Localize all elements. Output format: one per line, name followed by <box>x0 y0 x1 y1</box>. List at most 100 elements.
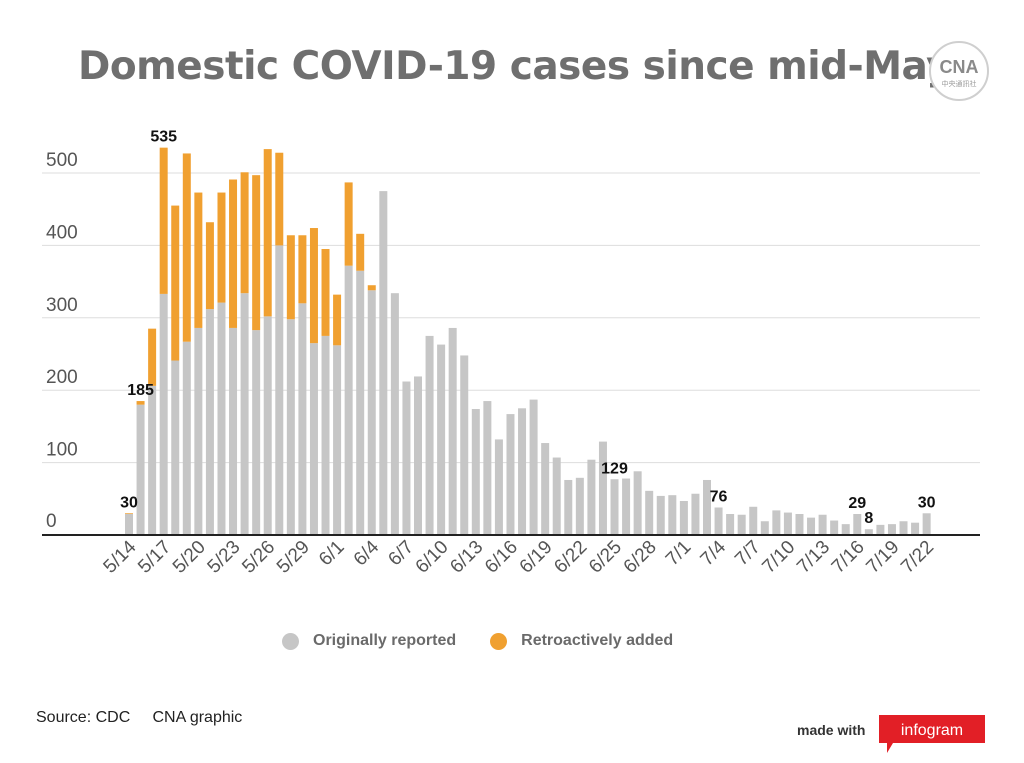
y-axis-labels: 0 100 200 300 400 500 <box>46 150 78 532</box>
bar-original-7/16 <box>853 514 862 535</box>
y-tick-label: 100 <box>46 440 78 461</box>
data-label: 76 <box>710 488 728 505</box>
bar-retro-5/20 <box>194 192 203 328</box>
bar-original-6/21 <box>564 479 573 535</box>
bar-retro-6/1 <box>333 294 342 346</box>
bar-original-6/1 <box>333 345 342 535</box>
bar-retro-5/25 <box>252 175 261 331</box>
bar-original-6/27 <box>633 471 642 535</box>
x-tick-label: 5/20 <box>169 537 210 578</box>
bar-retro-5/17 <box>159 147 168 294</box>
credit-text: CNA graphic <box>152 709 243 726</box>
bar-original-5/24 <box>240 293 249 535</box>
footer-source: Source: CDC CNA graphic <box>36 709 242 727</box>
x-tick-label: 6/25 <box>585 537 626 578</box>
bar-retro-5/31 <box>321 249 330 336</box>
bar-original-6/6 <box>390 293 399 535</box>
bar-original-6/2 <box>344 265 353 535</box>
bar-original-6/11 <box>448 327 457 535</box>
x-tick-label: 6/28 <box>620 537 661 578</box>
bar-original-5/28 <box>286 319 295 535</box>
x-tick-label: 7/4 <box>697 536 731 570</box>
bar-original-5/25 <box>252 330 261 535</box>
bar-original-7/4 <box>714 507 723 535</box>
infogram-logo-icon[interactable]: infogram <box>879 713 985 755</box>
source-text: Source: CDC <box>36 709 131 726</box>
x-tick-label: 5/29 <box>273 537 314 578</box>
bar-original-6/20 <box>552 457 561 535</box>
bar-original-7/17 <box>864 529 873 535</box>
bar-original-7/10 <box>783 512 792 535</box>
bar-original-7/3 <box>703 479 711 535</box>
bar-original-6/13 <box>471 409 480 535</box>
bar-original-7/14 <box>830 520 839 535</box>
bar-original-6/30 <box>668 495 677 535</box>
legend-label-original: Originally reported <box>313 632 457 649</box>
bar-original-5/14 <box>125 514 133 535</box>
bar-chart: 0 100 200 300 400 500 5/145/175/205/235/265/2… <box>42 129 980 578</box>
bar-original-7/22 <box>922 513 931 535</box>
bar-original-7/8 <box>760 521 769 535</box>
bar-original-6/3 <box>356 270 365 535</box>
x-tick-label: 6/1 <box>315 537 349 571</box>
x-tick-label: 6/4 <box>350 536 384 570</box>
y-tick-label: 200 <box>46 367 78 388</box>
bar-original-5/21 <box>205 309 214 535</box>
bar-original-7/20 <box>899 521 908 535</box>
bar-retro-5/19 <box>182 153 191 342</box>
bar-original-6/12 <box>460 355 469 535</box>
bar-retro-6/2 <box>344 182 353 266</box>
legend-swatch-retro <box>490 632 508 650</box>
bar-original-5/29 <box>298 303 307 535</box>
bar-original-6/26 <box>622 478 631 535</box>
bar-original-6/23 <box>587 459 596 535</box>
bar-original-5/20 <box>194 327 203 535</box>
cna-logo-icon: CNA 中央通訊社 <box>929 41 989 101</box>
x-tick-label: 7/16 <box>828 537 869 578</box>
bar-original-5/27 <box>275 245 284 535</box>
bar-original-6/28 <box>645 490 654 535</box>
data-label: 8 <box>864 510 873 527</box>
bar-original-6/18 <box>529 399 538 535</box>
bar-original-7/15 <box>841 524 850 535</box>
bar-original-7/7 <box>749 506 758 535</box>
bar-original-7/2 <box>691 493 700 535</box>
bar-retro-6/3 <box>356 233 365 271</box>
logo-subtext: 中央通訊社 <box>942 79 977 88</box>
bar-original-7/12 <box>807 517 816 535</box>
bar-retro-5/16 <box>148 328 157 386</box>
bar-original-5/15 <box>136 404 145 535</box>
bar-original-5/17 <box>159 293 168 535</box>
x-tick-label: 6/22 <box>550 537 591 578</box>
bar-original-5/30 <box>309 343 318 535</box>
bar-retro-5/24 <box>240 172 249 294</box>
bar-retro-5/23 <box>229 179 238 328</box>
bar-retro-5/30 <box>309 228 318 344</box>
x-tick-label: 7/1 <box>662 537 696 571</box>
chart-title: Domestic COVID-19 cases since mid-May <box>78 44 952 89</box>
x-tick-label: 5/23 <box>204 537 245 578</box>
bar-original-6/19 <box>541 443 550 535</box>
bar-original-7/18 <box>876 524 885 535</box>
bar-original-5/18 <box>171 360 180 535</box>
bar-original-6/7 <box>402 381 411 535</box>
x-tick-label: 7/19 <box>862 537 903 578</box>
bar-retro-5/28 <box>286 235 295 320</box>
bar-retro-6/4 <box>367 285 376 291</box>
bar-original-6/9 <box>425 335 434 535</box>
bar-original-7/5 <box>726 514 735 535</box>
made-with-text: made with <box>797 722 866 738</box>
bar-original-6/5 <box>379 191 388 535</box>
y-tick-label: 300 <box>46 295 78 316</box>
x-tick-label: 6/13 <box>446 537 487 578</box>
x-tick-label: 7/13 <box>793 537 834 578</box>
bar-original-6/10 <box>437 344 446 535</box>
bar-original-6/16 <box>506 414 515 535</box>
bar-original-7/6 <box>737 514 746 535</box>
bar-retro-5/15 <box>136 401 145 405</box>
bar-original-6/29 <box>656 495 665 535</box>
legend-item-original: Originally reported <box>282 632 456 650</box>
data-label: 185 <box>127 382 154 399</box>
x-tick-label: 6/16 <box>481 537 522 578</box>
bar-original-6/24 <box>598 441 607 535</box>
